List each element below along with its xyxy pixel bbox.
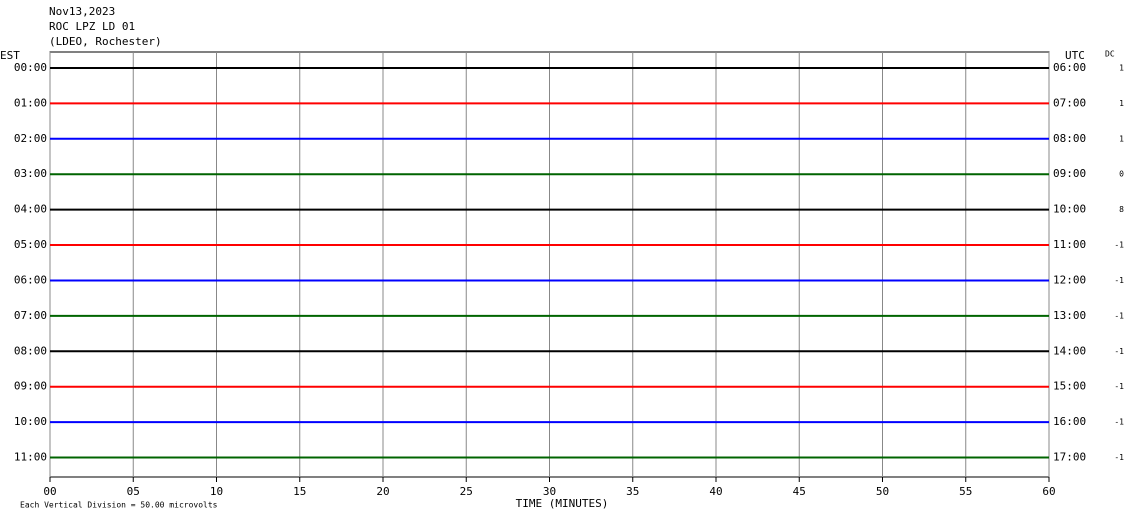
est-label: 01:00 bbox=[14, 96, 47, 109]
utc-label: 09:00 bbox=[1053, 167, 1086, 180]
x-tick-label: 40 bbox=[709, 485, 722, 498]
x-tick-label: 35 bbox=[626, 485, 639, 498]
est-label: 00:00 bbox=[14, 61, 47, 74]
x-tick-label: 00 bbox=[43, 485, 56, 498]
x-tick-label: 60 bbox=[1042, 485, 1055, 498]
left-label: EST bbox=[0, 49, 20, 62]
x-tick-label: 05 bbox=[127, 485, 140, 498]
dc-label: DC bbox=[1105, 50, 1115, 59]
x-axis-label: TIME (MINUTES) bbox=[516, 497, 609, 510]
dc-value: -1 bbox=[1114, 311, 1124, 320]
x-tick-label: 10 bbox=[210, 485, 223, 498]
est-label: 09:00 bbox=[14, 380, 47, 393]
title: Nov13,2023 bbox=[49, 5, 115, 18]
subtitle: ROC LPZ LD 01 bbox=[49, 20, 135, 33]
dc-value: -1 bbox=[1114, 418, 1124, 427]
est-label: 10:00 bbox=[14, 415, 47, 428]
utc-label: 17:00 bbox=[1053, 451, 1086, 464]
right-label: UTC bbox=[1065, 49, 1085, 62]
dc-value: 0 bbox=[1119, 170, 1124, 179]
utc-label: 12:00 bbox=[1053, 273, 1086, 286]
dc-value: -1 bbox=[1114, 276, 1124, 285]
est-label: 08:00 bbox=[14, 344, 47, 357]
utc-label: 06:00 bbox=[1053, 61, 1086, 74]
note: Each Vertical Division = 50.00 microvolt… bbox=[20, 501, 218, 510]
x-tick-label: 15 bbox=[293, 485, 306, 498]
est-label: 03:00 bbox=[14, 167, 47, 180]
utc-label: 14:00 bbox=[1053, 344, 1086, 357]
est-label: 06:00 bbox=[14, 273, 47, 286]
dc-value: 8 bbox=[1119, 205, 1124, 214]
dc-value: -1 bbox=[1114, 241, 1124, 250]
est-label: 07:00 bbox=[14, 309, 47, 322]
x-tick-label: 20 bbox=[376, 485, 389, 498]
dc-value: -1 bbox=[1114, 453, 1124, 462]
x-tick-label: 25 bbox=[460, 485, 473, 498]
x-tick-label: 30 bbox=[543, 485, 556, 498]
utc-label: 10:00 bbox=[1053, 203, 1086, 216]
x-tick-label: 50 bbox=[876, 485, 889, 498]
est-label: 05:00 bbox=[14, 238, 47, 251]
utc-label: 08:00 bbox=[1053, 132, 1086, 145]
x-tick-label: 55 bbox=[959, 485, 972, 498]
utc-label: 07:00 bbox=[1053, 96, 1086, 109]
utc-label: 16:00 bbox=[1053, 415, 1086, 428]
est-label: 11:00 bbox=[14, 451, 47, 464]
x-tick-label: 45 bbox=[793, 485, 806, 498]
dc-value: -1 bbox=[1114, 347, 1124, 356]
dc-value: 1 bbox=[1119, 134, 1124, 143]
dc-value: -1 bbox=[1114, 382, 1124, 391]
dc-value: 1 bbox=[1119, 99, 1124, 108]
utc-label: 15:00 bbox=[1053, 380, 1086, 393]
utc-label: 11:00 bbox=[1053, 238, 1086, 251]
utc-label: 13:00 bbox=[1053, 309, 1086, 322]
dc-value: 1 bbox=[1119, 63, 1124, 72]
est-label: 02:00 bbox=[14, 132, 47, 145]
station: (LDEO, Rochester) bbox=[49, 35, 162, 48]
est-label: 04:00 bbox=[14, 203, 47, 216]
